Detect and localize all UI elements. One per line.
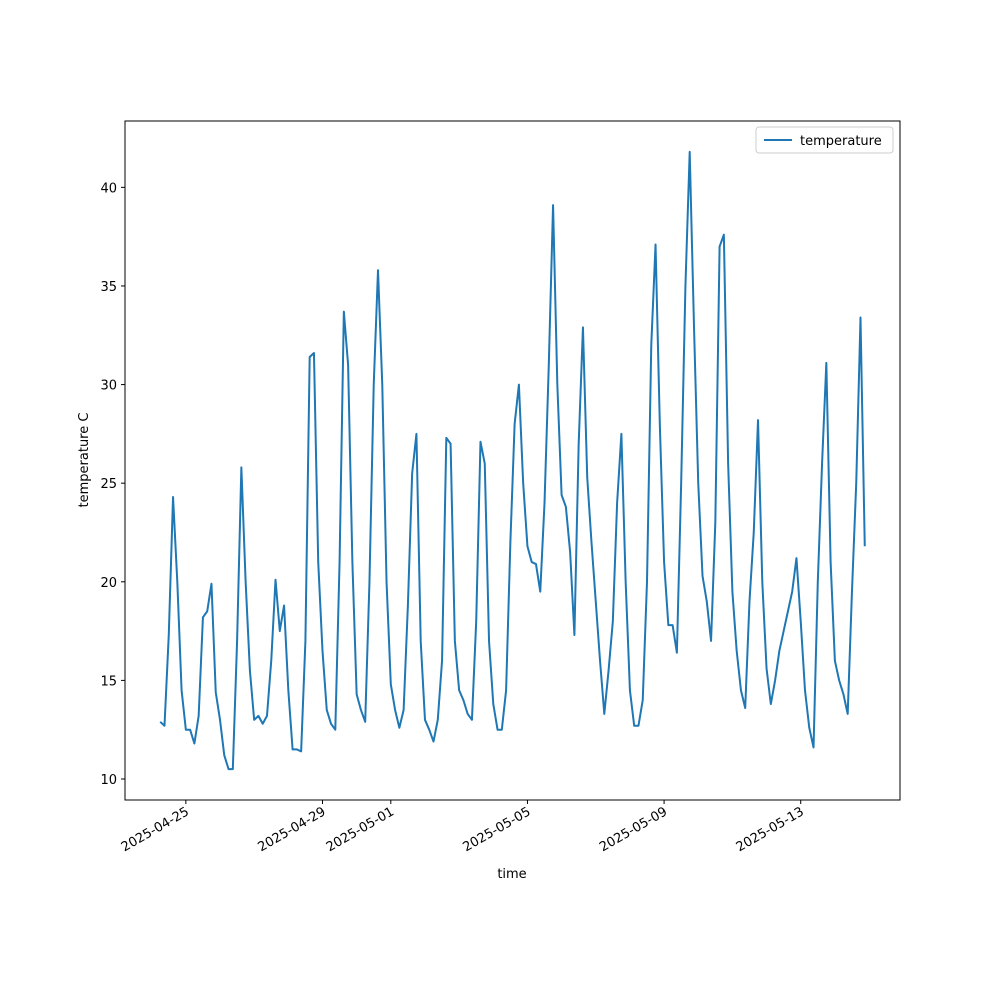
plot-frame [124, 120, 901, 801]
y-axis-label: temperature C [77, 413, 92, 508]
y-tick-label: 35 [100, 280, 117, 295]
temperature-line [159, 150, 866, 771]
y-tick-label: 15 [100, 674, 117, 689]
y-tick-label: 10 [100, 773, 117, 788]
x-axis-label: time [497, 867, 526, 882]
y-tick-label: 30 [100, 379, 117, 394]
legend-box [755, 126, 894, 154]
y-tick-label: 20 [100, 576, 117, 591]
legend-label: temperature [800, 134, 882, 149]
y-tick-label: 25 [100, 477, 117, 492]
y-tick-label: 40 [100, 181, 117, 196]
